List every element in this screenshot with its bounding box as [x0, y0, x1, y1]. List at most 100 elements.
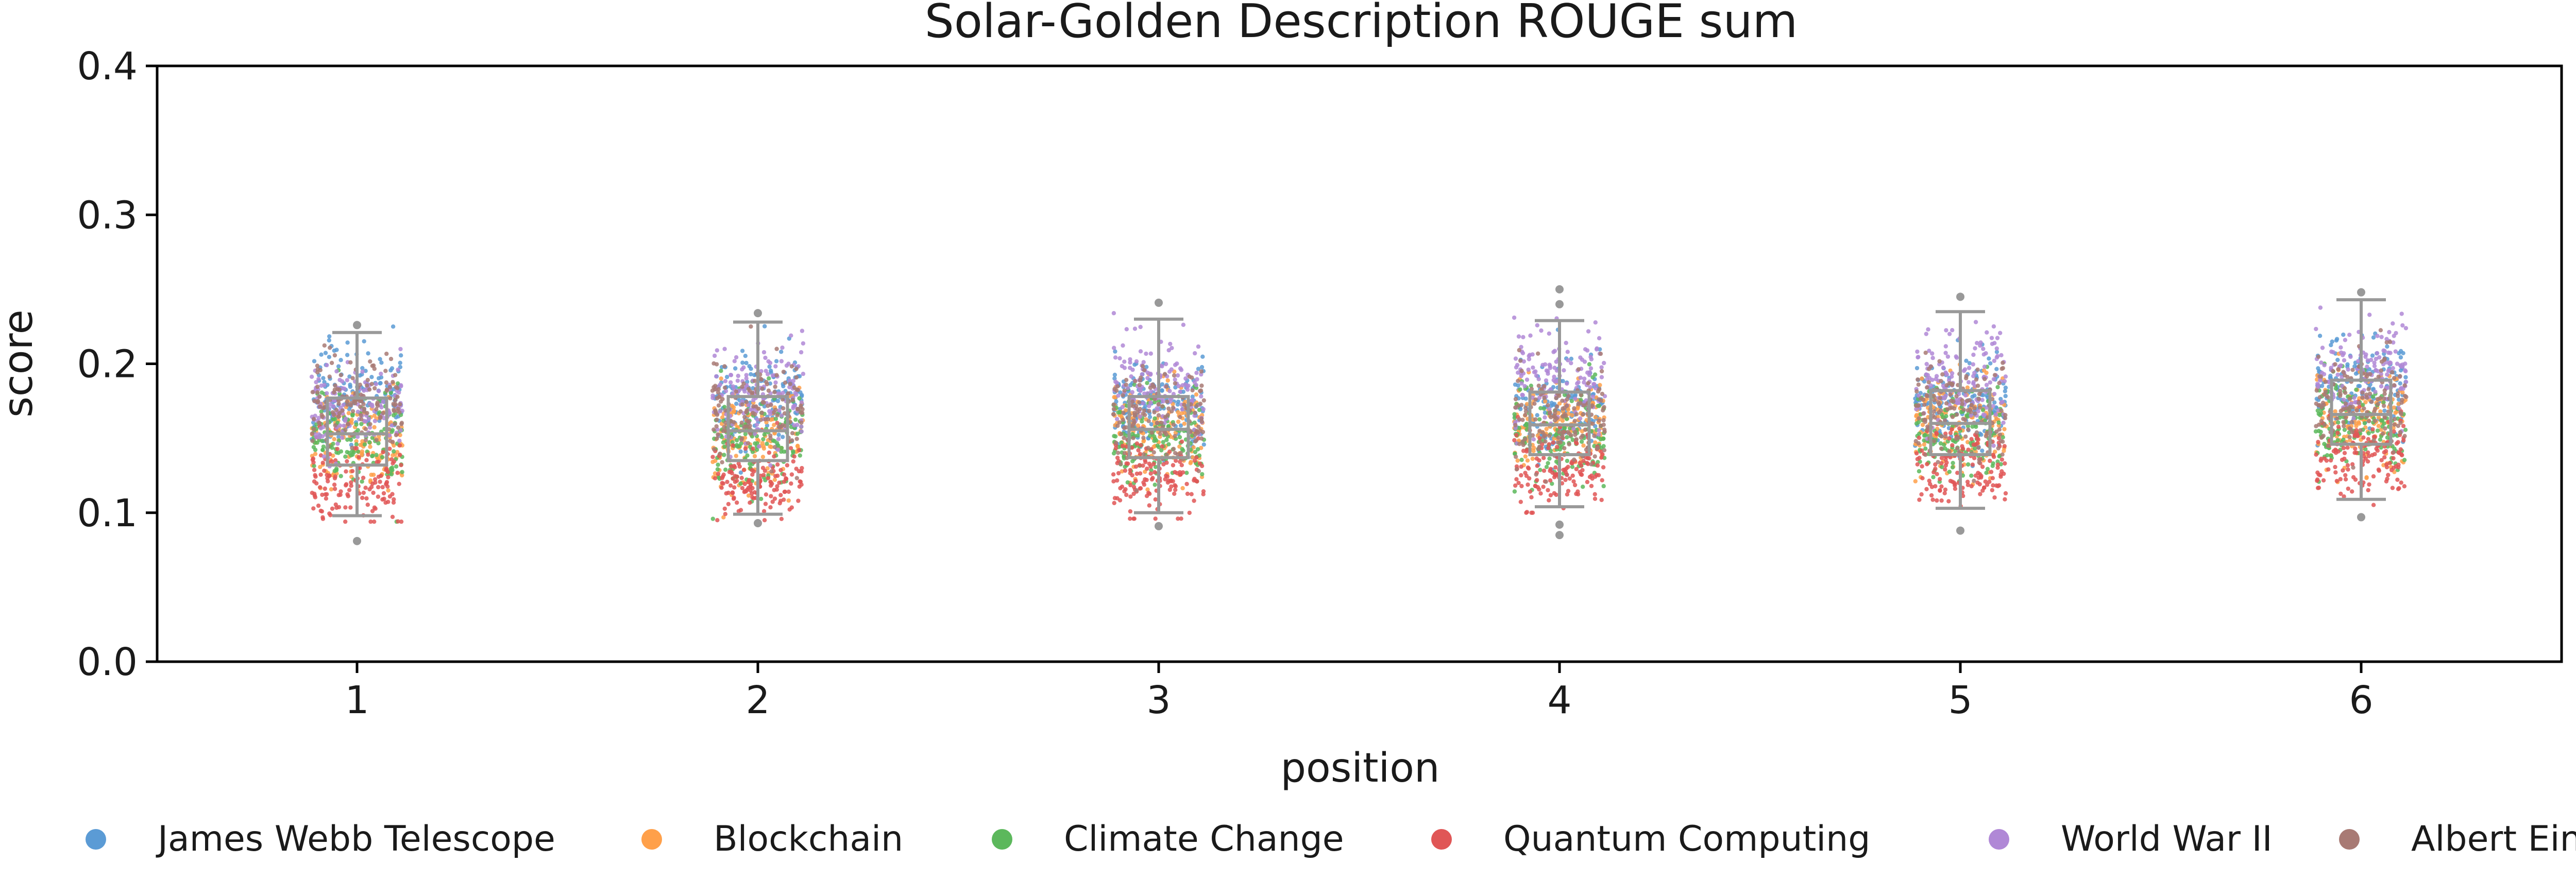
strip-point — [1125, 480, 1130, 485]
strip-point — [736, 509, 741, 513]
strip-point — [799, 424, 804, 429]
strip-point — [2372, 419, 2378, 423]
strip-point — [1546, 371, 1550, 376]
strip-point — [2349, 420, 2354, 424]
strip-point — [1112, 387, 1117, 391]
strip-point — [1526, 482, 1530, 487]
strip-point — [740, 367, 744, 372]
strip-point — [2391, 450, 2396, 455]
strip-point — [391, 461, 395, 465]
strip-point — [370, 509, 375, 513]
strip-point — [799, 429, 804, 434]
strip-point — [2375, 351, 2380, 355]
strip-point — [388, 390, 393, 395]
strip-point — [1163, 361, 1168, 367]
strip-point — [348, 383, 352, 387]
strip-point — [1538, 468, 1543, 472]
strip-point — [2341, 437, 2346, 442]
strip-point — [1601, 422, 1606, 427]
strip-point — [1991, 443, 1996, 448]
strip-point — [2347, 396, 2352, 401]
strip-point — [1149, 422, 1154, 427]
strip-point — [1546, 403, 1550, 408]
strip-point — [2379, 418, 2384, 423]
strip-point — [2371, 435, 2377, 439]
strip-point — [2316, 440, 2320, 444]
strip-point — [322, 469, 327, 473]
strip-point — [1571, 426, 1576, 432]
strip-point — [336, 415, 341, 419]
strip-point — [1520, 418, 1525, 422]
strip-point — [1984, 383, 1989, 387]
strip-point — [1926, 327, 1930, 332]
strip-point — [730, 404, 735, 408]
strip-point — [1114, 399, 1118, 404]
strip-point — [314, 380, 318, 385]
strip-point — [390, 514, 395, 519]
strip-point — [1194, 455, 1199, 460]
strip-point — [398, 360, 402, 365]
strip-point — [759, 410, 765, 415]
strip-point — [1930, 356, 1935, 360]
strip-point — [1519, 457, 1524, 462]
strip-point — [320, 460, 325, 465]
strip-point — [1985, 467, 1990, 471]
strip-point — [360, 439, 365, 444]
strip-point — [2382, 450, 2386, 455]
strip-point — [745, 379, 750, 384]
strip-point — [1579, 439, 1584, 444]
strip-point — [1512, 412, 1517, 417]
strip-point — [2379, 384, 2384, 389]
strip-point — [399, 383, 403, 388]
strip-point — [1950, 427, 1954, 432]
strip-point — [1994, 483, 1999, 488]
strip-point — [1993, 412, 1998, 417]
strip-point — [776, 391, 781, 396]
strip-point — [1567, 476, 1572, 481]
strip-point — [713, 387, 718, 392]
strip-point — [1561, 414, 1565, 419]
strip-point — [374, 453, 379, 457]
strip-point — [1121, 410, 1126, 415]
strip-point — [2367, 313, 2372, 317]
strip-point — [1136, 433, 1140, 438]
strip-point — [728, 469, 734, 474]
strip-point — [1524, 377, 1530, 382]
strip-point — [788, 382, 792, 386]
strip-point — [327, 374, 332, 379]
strip-point — [748, 432, 753, 436]
strip-point — [1541, 485, 1546, 489]
strip-point — [1562, 446, 1567, 451]
strip-point — [740, 486, 745, 491]
strip-point — [363, 419, 368, 424]
strip-point — [1136, 423, 1141, 428]
strip-point — [2392, 417, 2397, 421]
strip-point — [800, 465, 804, 471]
strip-point — [1565, 435, 1569, 440]
strip-point — [1930, 351, 1935, 356]
strip-point — [1917, 436, 1922, 440]
strip-point — [1592, 372, 1598, 377]
strip-point — [2338, 345, 2343, 350]
strip-point — [1984, 370, 1989, 375]
strip-point — [380, 485, 385, 490]
strip-point — [1153, 400, 1157, 405]
strip-point — [2347, 438, 2352, 442]
strip-point — [743, 446, 748, 451]
strip-point — [338, 358, 343, 363]
strip-point — [328, 346, 332, 350]
strip-point — [1592, 492, 1597, 496]
strip-point — [2396, 440, 2400, 444]
strip-point — [792, 454, 796, 459]
strip-point — [2398, 349, 2403, 353]
strip-point — [1971, 380, 1976, 385]
strip-point — [366, 351, 370, 356]
strip-point — [2376, 424, 2381, 428]
strip-point — [777, 480, 782, 485]
strip-point — [1923, 420, 1927, 424]
strip-point — [1597, 418, 1601, 423]
strip-point — [1519, 464, 1523, 469]
strip-point — [768, 505, 773, 510]
strip-point — [1579, 472, 1583, 477]
strip-point — [391, 413, 396, 418]
